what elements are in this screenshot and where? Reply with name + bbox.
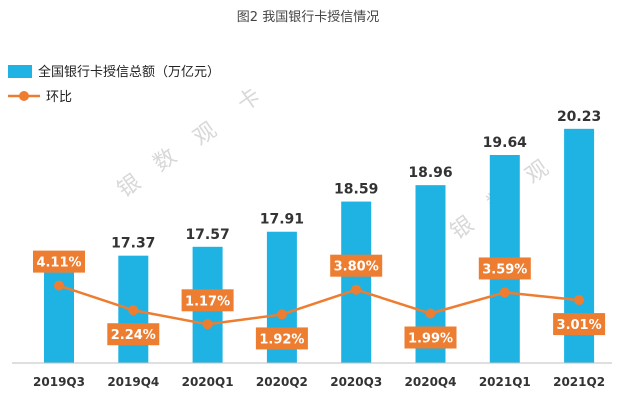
mom-label: 3.80% [334,260,379,275]
bar-value-label: 19.64 [483,135,528,151]
mom-label-box [330,254,383,277]
chart-title: 图2 我国银行卡授信情况 [237,10,379,25]
watermark-char: 银 [446,212,478,245]
mom-label-box [33,250,85,273]
bar-value-label: 17.57 [185,227,229,243]
mom-label-box [107,323,160,346]
mom-label: 3.01% [557,318,602,333]
mom-label: 1.17% [185,294,230,309]
mom-point [202,319,213,330]
x-tick-label: 2020Q1 [182,375,234,389]
x-tick-label: 2021Q2 [553,375,605,389]
mom-point [54,280,64,291]
x-tick-label: 2019Q4 [107,375,159,389]
watermark-char: 银 [113,170,145,203]
legend-label-line: 环比 [46,90,72,105]
bar-value-label: 18.96 [408,165,452,181]
watermark-char: 数 [149,144,181,177]
mom-line [54,280,585,330]
mom-point [276,309,287,320]
mom-labels: 4.11% 2.24% 1.17% 1.92% 3.80% 1.99% 3.59% 3.01% [33,250,606,350]
x-tick-label: 2021Q1 [479,375,531,389]
mom-label-box [553,313,606,336]
mom-label: 1.92% [259,332,304,347]
mom-point [351,284,362,295]
mom-label-box [404,326,457,349]
bar-value-label: 17.37 [111,236,155,252]
legend: 全国银行卡授信总额（万亿元） 环比 [8,64,220,105]
bar [341,201,372,363]
watermark-char: 观 [521,156,553,189]
watermark-char: 卡 [233,84,265,117]
mom-point [574,295,585,306]
mom-label-box [478,257,531,280]
x-tick-label: 2020Q3 [330,375,382,389]
mom-label: 2.24% [111,328,156,343]
mom-label: 4.11% [36,256,81,271]
bar-value-label: 20.23 [557,109,601,125]
mom-label: 1.99% [408,332,453,347]
legend-marker-swatch [19,91,29,101]
mom-point [128,305,139,316]
mom-point [499,287,510,298]
mom-label: 3.59% [482,262,527,277]
watermark-char: 观 [189,118,221,151]
mom-point [425,308,436,319]
x-tick-label: 2020Q4 [405,375,457,389]
x-tick-label: 2019Q3 [33,375,85,389]
bar-value-label: 17.91 [260,212,304,228]
bar-value-label: 18.59 [334,182,378,198]
mom-label-box [255,327,308,350]
x-axis-ticks: 2019Q3 2019Q4 2020Q1 2020Q2 2020Q3 2020Q4 2021… [33,375,605,389]
legend-swatch-bar [8,65,32,78]
mom-label-box [181,289,234,312]
x-tick-label: 2020Q2 [256,375,308,389]
legend-label-bar: 全国银行卡授信总额（万亿元） [38,64,220,80]
mom-line-path [58,284,580,326]
